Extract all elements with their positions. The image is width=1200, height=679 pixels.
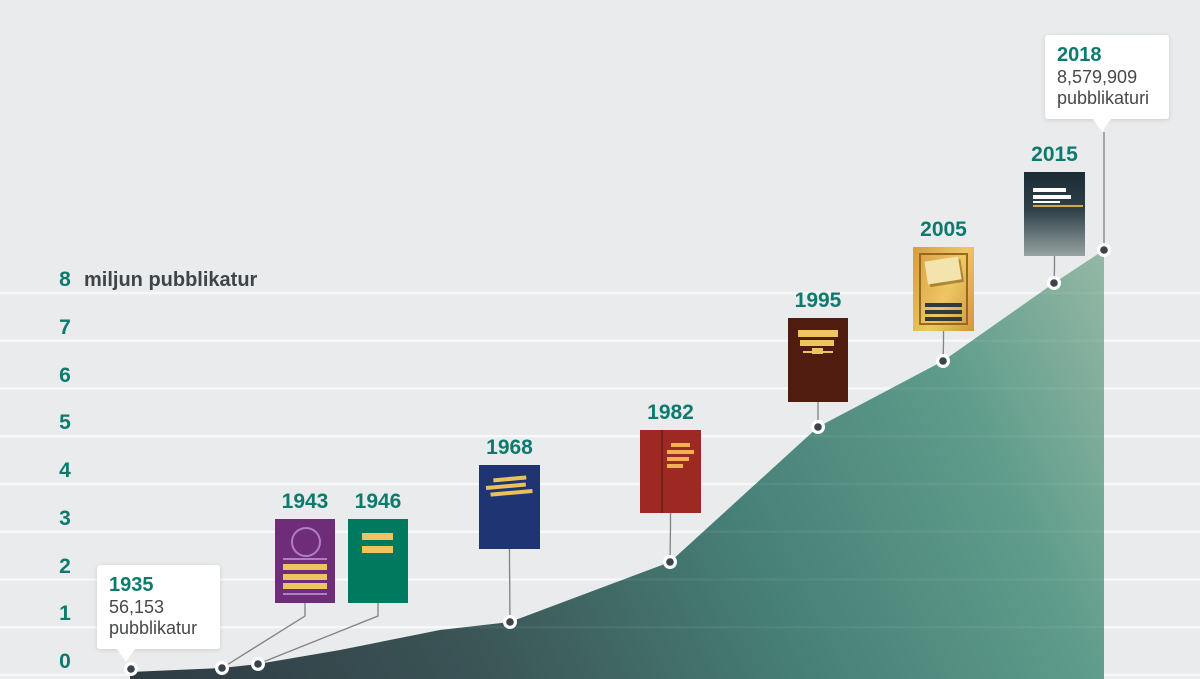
book-ornament-decor	[812, 348, 823, 354]
timeline-dot	[1100, 246, 1108, 254]
callout-unit: pubblikatur	[109, 618, 198, 638]
y-axis-tick-7: 7	[59, 315, 71, 339]
connector-line	[669, 513, 672, 563]
year-label-2005: 2005	[920, 218, 967, 241]
gold-magazine-icon	[913, 247, 974, 331]
timeline-dot	[218, 664, 226, 672]
y-axis-tick-3: 3	[59, 506, 71, 530]
y-axis-tick-6: 6	[59, 363, 71, 387]
book-title-decor	[362, 546, 393, 553]
journal-textline-decor	[283, 564, 327, 570]
connector-line	[221, 603, 306, 669]
book-title-decor	[800, 340, 834, 346]
connector-line	[508, 549, 511, 623]
y-axis-tick-1: 1	[59, 602, 71, 626]
journal-circle-decor	[291, 527, 321, 557]
journal-textline-decor	[283, 583, 327, 589]
book-textline-decor	[1033, 188, 1066, 192]
callout-1935: 1935 56,153 pubblikatur	[97, 565, 220, 662]
year-label-1968: 1968	[486, 436, 533, 459]
green-book-icon	[348, 519, 408, 603]
magazine-textline-decor	[925, 317, 962, 321]
magazine-textline-decor	[925, 303, 962, 307]
book-textline-decor	[667, 450, 694, 454]
y-axis-tick-5: 5	[59, 411, 71, 435]
book-title-decor	[798, 330, 838, 337]
magazine-border-decor	[919, 253, 968, 325]
callout-value: 8,579,909	[1057, 67, 1138, 87]
journal-line-decor	[283, 593, 327, 595]
book-goldline-decor	[1033, 205, 1083, 207]
timeline-dot	[939, 357, 947, 365]
year-label-1982: 1982	[647, 401, 694, 424]
callout-2018: 2018 8,579,909 pubblikaturi	[1045, 35, 1169, 132]
timeline-dot	[127, 665, 135, 673]
red-book-icon	[640, 430, 701, 513]
connector-line	[257, 603, 379, 665]
book-textline-decor	[671, 443, 690, 447]
callout-year: 1935	[109, 574, 154, 596]
timeline-dot	[254, 660, 262, 668]
book-title-decor	[362, 533, 393, 540]
book-line-decor	[1033, 201, 1060, 203]
navy-book-icon	[479, 465, 540, 549]
timeline-dot	[814, 423, 822, 431]
y-axis-tick-8: 8 miljun pubblikatur	[56, 268, 257, 292]
book-textline-decor	[1033, 195, 1071, 199]
year-label-1995: 1995	[794, 289, 842, 312]
book-textline-decor	[667, 457, 689, 461]
purple-journal-icon	[275, 519, 335, 603]
year-label-1943: 1943	[281, 490, 329, 513]
year-label-2015: 2015	[1031, 143, 1078, 166]
book-spine-decor	[661, 430, 663, 513]
y-axis-tick-2: 2	[59, 554, 71, 578]
callout-unit: pubblikaturi	[1057, 88, 1150, 108]
area-shape	[130, 250, 1104, 679]
timeline-dot	[1050, 279, 1058, 287]
year-label-1946: 1946	[354, 490, 402, 513]
slate-book-icon	[1024, 172, 1085, 256]
y-axis-tick-4: 4	[59, 459, 71, 482]
y-axis-tick-value: 8	[59, 268, 71, 291]
y-axis-tick-0: 0	[59, 650, 71, 673]
book-slanted-lines-decor	[485, 475, 533, 499]
journal-textline-decor	[283, 574, 327, 580]
maroon-book-icon	[788, 318, 848, 402]
timeline-dot	[506, 618, 514, 626]
y-axis-unit-label: miljun pubblikatur	[84, 269, 258, 291]
magazine-textline-decor	[925, 310, 962, 314]
book-textline-decor	[667, 464, 683, 468]
callout-year: 2018	[1057, 44, 1102, 66]
callout-value: 56,153	[109, 597, 165, 617]
journal-line-decor	[283, 558, 327, 560]
timeline-dot	[666, 558, 674, 566]
